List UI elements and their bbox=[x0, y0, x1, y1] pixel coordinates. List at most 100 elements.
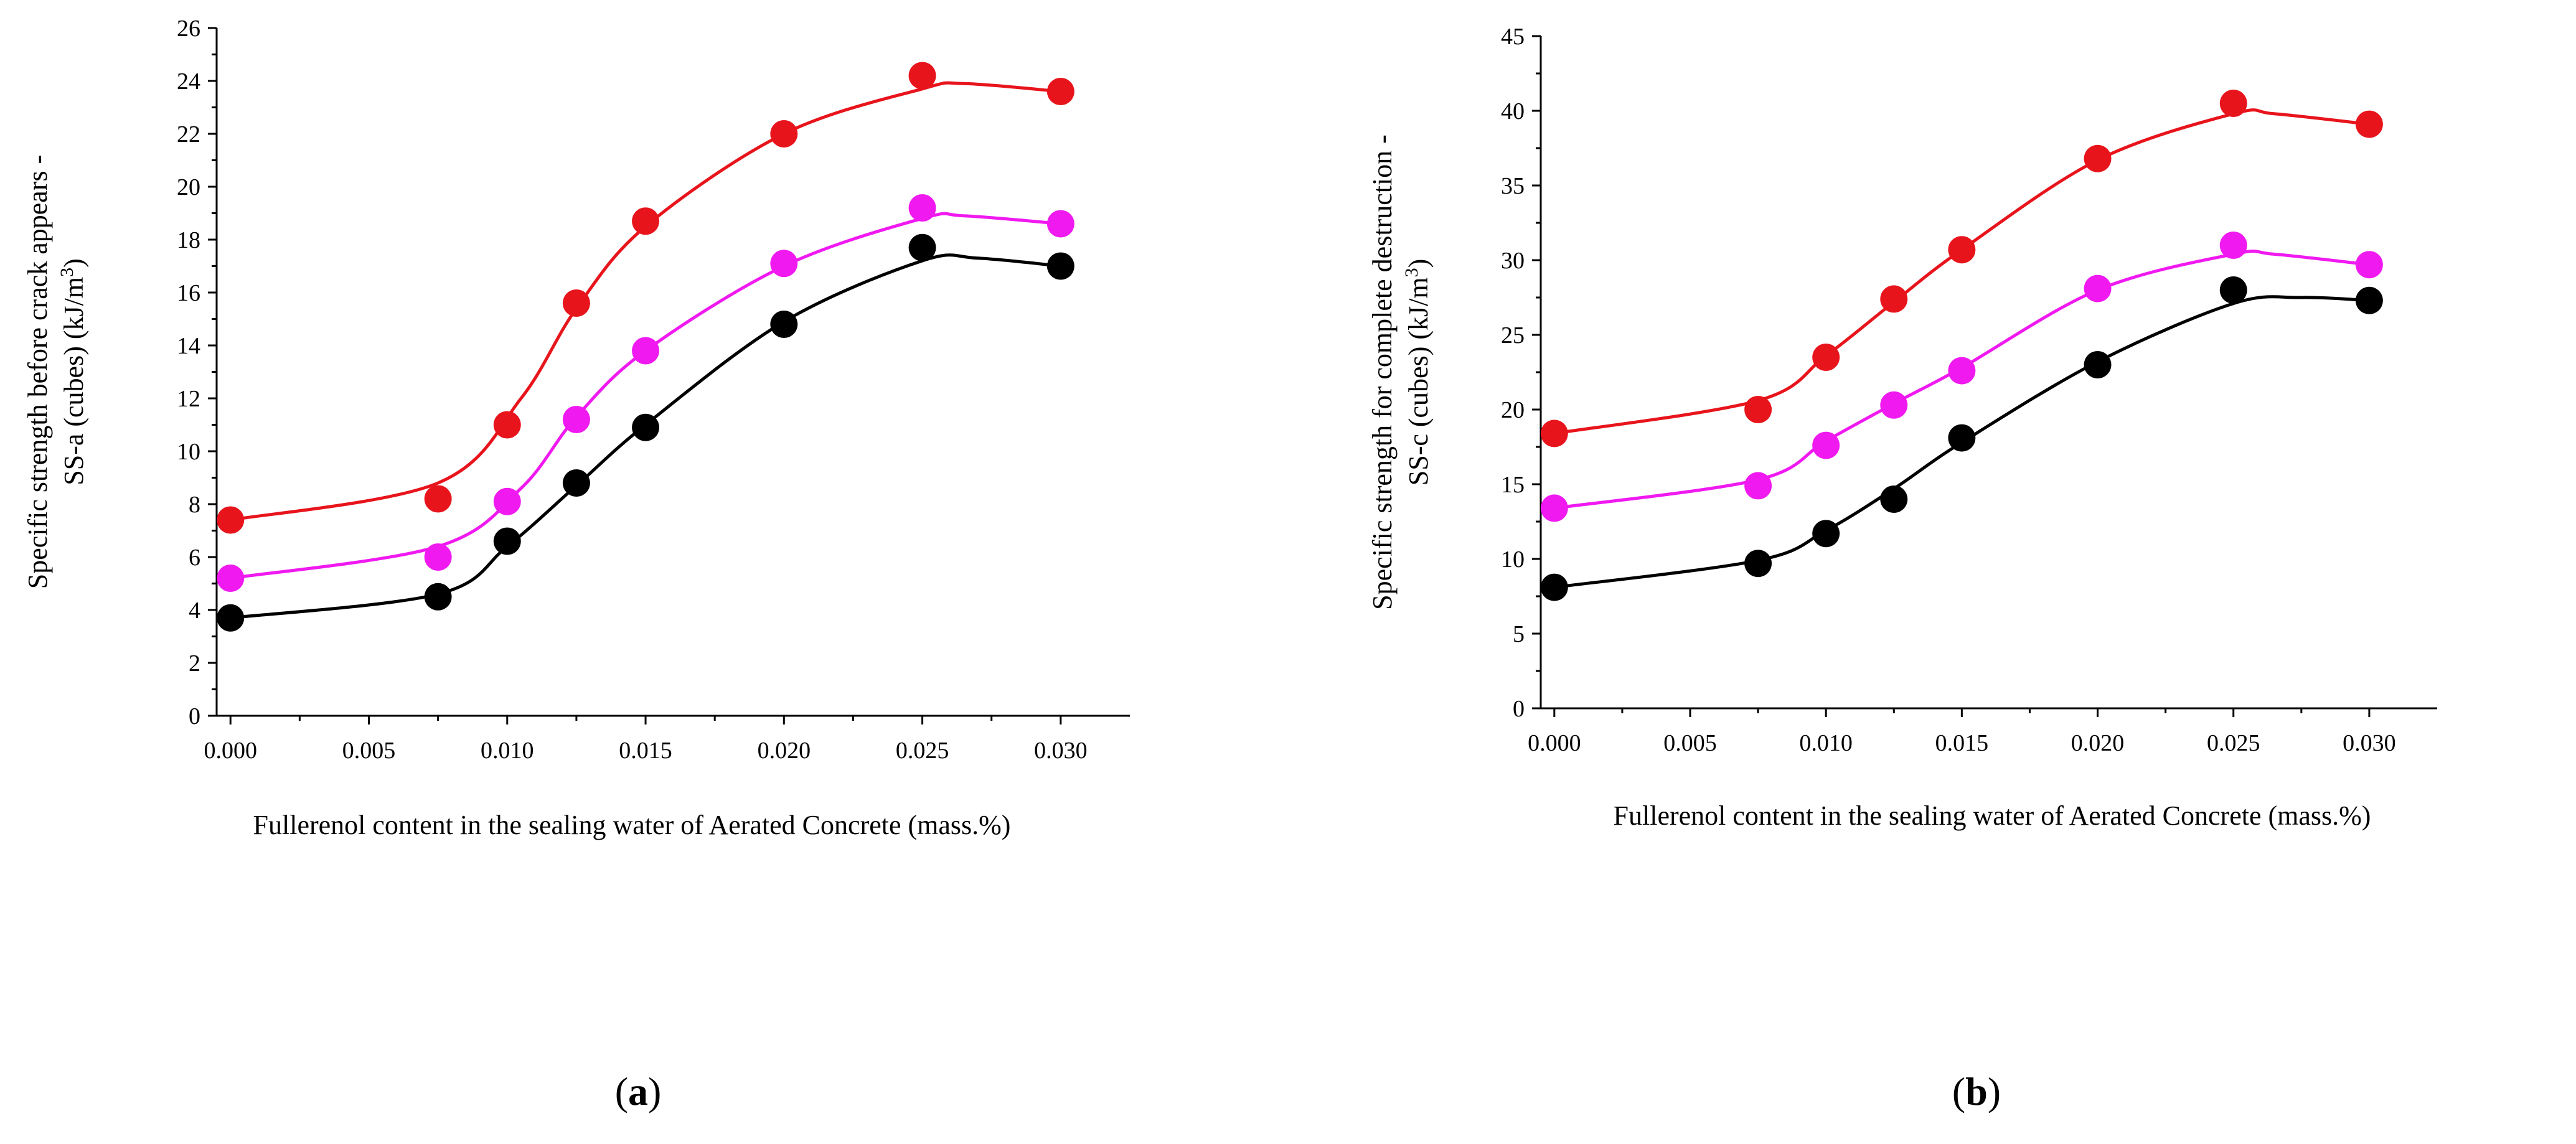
series-2-point bbox=[1540, 573, 1568, 601]
series-2-point bbox=[562, 469, 590, 497]
series-1-point bbox=[2219, 232, 2247, 259]
y-tick-label: 5 bbox=[1513, 621, 1525, 647]
series-0-point bbox=[2084, 144, 2112, 172]
y-axis-title-line-1: Specific strength for complete destructi… bbox=[1367, 134, 1398, 610]
panel-label-b: (b) bbox=[1952, 1069, 2001, 1114]
series-1-point bbox=[1948, 357, 1976, 385]
x-tick-label: 0.020 bbox=[758, 738, 811, 764]
series-1-point bbox=[632, 337, 660, 365]
series-0-point bbox=[2219, 90, 2247, 117]
x-axis-title: Fullerenol content in the sealing water … bbox=[253, 810, 1011, 840]
series-0-fit-curve bbox=[1553, 108, 2371, 435]
y-tick-label: 10 bbox=[1501, 546, 1525, 573]
series-0-point bbox=[1046, 78, 1074, 105]
x-tick-label: 0.005 bbox=[1663, 730, 1717, 756]
y-tick-label: 25 bbox=[1501, 322, 1525, 349]
series-2-point bbox=[1046, 252, 1074, 280]
x-tick-label: 0.025 bbox=[896, 738, 949, 764]
y-tick-label: 10 bbox=[177, 439, 200, 465]
x-tick-label: 0.030 bbox=[2343, 730, 2396, 756]
y-tick-label: 0 bbox=[189, 703, 200, 729]
series-2-point bbox=[770, 311, 798, 338]
series-2-point bbox=[1812, 520, 1840, 548]
x-tick-label: 0.025 bbox=[2207, 730, 2260, 756]
series-1-point bbox=[217, 565, 245, 592]
series-2-point bbox=[1880, 485, 1908, 513]
series-2-point bbox=[2219, 276, 2247, 304]
series-2-point bbox=[2084, 351, 2112, 378]
series-0-point bbox=[1540, 420, 1568, 448]
series-1-point bbox=[1880, 391, 1908, 419]
x-tick-label: 0.015 bbox=[619, 738, 672, 764]
x-tick-label: 0.010 bbox=[1799, 730, 1853, 756]
y-tick-label: 20 bbox=[1501, 397, 1525, 423]
y-axis-title-line-2: SS-a (cubes) (kJ/m3) bbox=[57, 258, 89, 485]
y-tick-label: 2 bbox=[189, 650, 200, 677]
series-1-point bbox=[493, 487, 521, 515]
series-0-fit-curve bbox=[228, 81, 1063, 522]
series-0-point bbox=[217, 506, 245, 534]
x-axis-title: Fullerenol content in the sealing water … bbox=[1614, 800, 2371, 831]
series-0-point bbox=[424, 485, 452, 513]
series-0-point bbox=[1880, 285, 1908, 313]
y-axis-title-line-1: Specific strength before crack appears - bbox=[22, 155, 53, 589]
y-tick-label: 16 bbox=[177, 280, 200, 306]
series-0-point bbox=[632, 207, 660, 235]
series-0-point bbox=[1948, 236, 1976, 264]
y-tick-label: 22 bbox=[177, 121, 200, 148]
series-2-point bbox=[908, 233, 936, 261]
series-0-point bbox=[493, 411, 521, 439]
y-tick-label: 40 bbox=[1501, 98, 1525, 124]
y-tick-label: 18 bbox=[177, 227, 200, 253]
series-1-point bbox=[770, 250, 798, 278]
x-tick-label: 0.000 bbox=[1528, 730, 1581, 756]
x-tick-label: 0.000 bbox=[204, 738, 257, 764]
series-2-point bbox=[1948, 424, 1976, 452]
x-tick-label: 0.005 bbox=[342, 738, 396, 764]
series-2-point bbox=[424, 583, 452, 611]
y-tick-label: 0 bbox=[1513, 696, 1525, 722]
series-1-point bbox=[1046, 210, 1074, 238]
y-axis-title-line-2: SS-c (cubes) (kJ/m3) bbox=[1401, 259, 1434, 486]
series-1-point bbox=[908, 194, 936, 222]
y-tick-label: 12 bbox=[177, 386, 200, 412]
chart-b: 0 5 10 15 20 25 30 35 40 45 0.000 0.005 0.010 0.015 0.… bbox=[1367, 24, 2437, 831]
series-0-point bbox=[1744, 396, 1772, 423]
series-1-point bbox=[424, 543, 452, 571]
series-2-point bbox=[632, 413, 660, 441]
series-1-point bbox=[562, 406, 590, 433]
series-0-point bbox=[2355, 110, 2383, 138]
series-1-point bbox=[2355, 251, 2383, 279]
series-2-point bbox=[217, 604, 245, 632]
y-tick-label: 4 bbox=[189, 598, 200, 624]
series-2-point bbox=[493, 527, 521, 555]
y-tick-label: 45 bbox=[1501, 24, 1525, 50]
series-1-point bbox=[2084, 274, 2112, 302]
x-tick-label: 0.020 bbox=[2071, 730, 2125, 756]
y-tick-label: 26 bbox=[177, 16, 200, 42]
series-1-point bbox=[1744, 472, 1772, 500]
y-tick-label: 24 bbox=[177, 68, 200, 95]
y-tick-label: 30 bbox=[1501, 248, 1525, 274]
y-tick-label: 14 bbox=[177, 333, 200, 359]
y-tick-label: 15 bbox=[1501, 472, 1525, 498]
x-tick-label: 0.030 bbox=[1034, 738, 1088, 764]
series-1-point bbox=[1812, 431, 1840, 459]
series-0-point bbox=[770, 120, 798, 148]
y-tick-label: 35 bbox=[1501, 173, 1525, 199]
series-2-point bbox=[1744, 550, 1772, 578]
panel-label-a: (a) bbox=[615, 1069, 662, 1114]
series-0-point bbox=[562, 289, 590, 317]
series-0-point bbox=[908, 62, 936, 90]
y-tick-label: 8 bbox=[189, 492, 200, 518]
y-tick-label: 6 bbox=[189, 545, 200, 571]
series-2-point bbox=[2355, 286, 2383, 314]
series-1-point bbox=[1540, 494, 1568, 522]
series-0-point bbox=[1812, 344, 1840, 371]
x-tick-label: 0.015 bbox=[1935, 730, 1989, 756]
y-tick-label: 20 bbox=[177, 174, 200, 200]
x-tick-label: 0.010 bbox=[481, 738, 534, 764]
series-1-fit-curve bbox=[228, 212, 1063, 580]
